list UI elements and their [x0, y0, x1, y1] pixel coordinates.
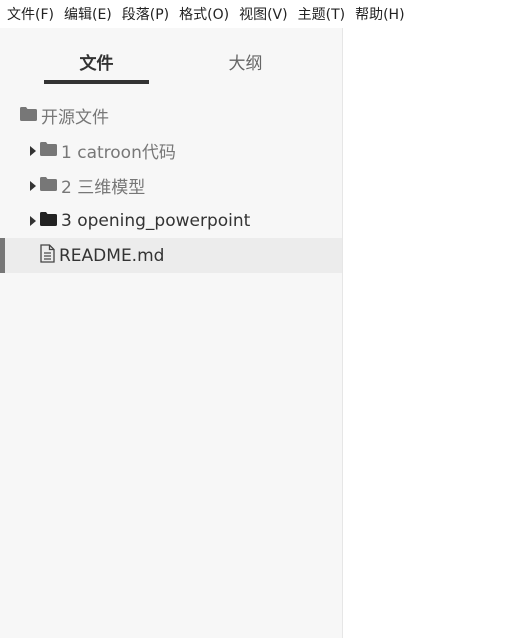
tree-item-3d-models[interactable]: 2 三维模型: [0, 168, 342, 203]
caret-right-icon[interactable]: [30, 145, 36, 156]
menu-file[interactable]: 文件(F): [7, 7, 54, 23]
menu-view[interactable]: 视图(V): [239, 7, 288, 23]
menu-theme[interactable]: 主题(T): [297, 7, 346, 23]
active-tab-indicator: [44, 80, 149, 84]
menu-paragraph[interactable]: 段落(P): [121, 7, 170, 23]
caret-right-icon[interactable]: [30, 215, 36, 226]
tree-item-catroon[interactable]: 1 catroon代码: [0, 133, 342, 168]
folder-icon: [40, 211, 57, 231]
tree-item-label: 1 catroon代码: [61, 143, 176, 163]
tree-root-folder[interactable]: 开源文件: [0, 98, 342, 133]
tab-files[interactable]: 文件: [79, 54, 114, 74]
sidebar: 文件 大纲 开源文件 1 catroon代码 2 三维模型: [0, 28, 343, 638]
editor-pane[interactable]: [344, 28, 522, 638]
caret-right-icon[interactable]: [30, 180, 36, 191]
file-icon: [39, 243, 56, 268]
folder-icon: [40, 176, 57, 196]
file-tree: 开源文件 1 catroon代码 2 三维模型 3 opening_powerp…: [0, 98, 342, 273]
menu-format[interactable]: 格式(O): [179, 7, 230, 23]
tree-item-label: 3 opening_powerpoint: [61, 210, 251, 231]
tab-outline[interactable]: 大纲: [228, 54, 263, 74]
selected-indicator: [0, 238, 5, 273]
sidebar-tabs: 文件 大纲: [0, 28, 342, 86]
menu-bar: 文件(F) 编辑(E) 段落(P) 格式(O) 视图(V) 主题(T) 帮助(H…: [0, 0, 522, 28]
tree-item-label: 2 三维模型: [61, 178, 146, 198]
folder-icon: [40, 141, 57, 161]
folder-icon: [20, 106, 37, 126]
tree-item-opening-powerpoint[interactable]: 3 opening_powerpoint: [0, 203, 342, 238]
tree-item-readme[interactable]: README.md: [0, 238, 342, 273]
menu-help[interactable]: 帮助(H): [355, 7, 405, 23]
tree-root-label: 开源文件: [41, 108, 109, 128]
menu-edit[interactable]: 编辑(E): [63, 7, 112, 23]
tree-item-label: README.md: [59, 245, 165, 266]
